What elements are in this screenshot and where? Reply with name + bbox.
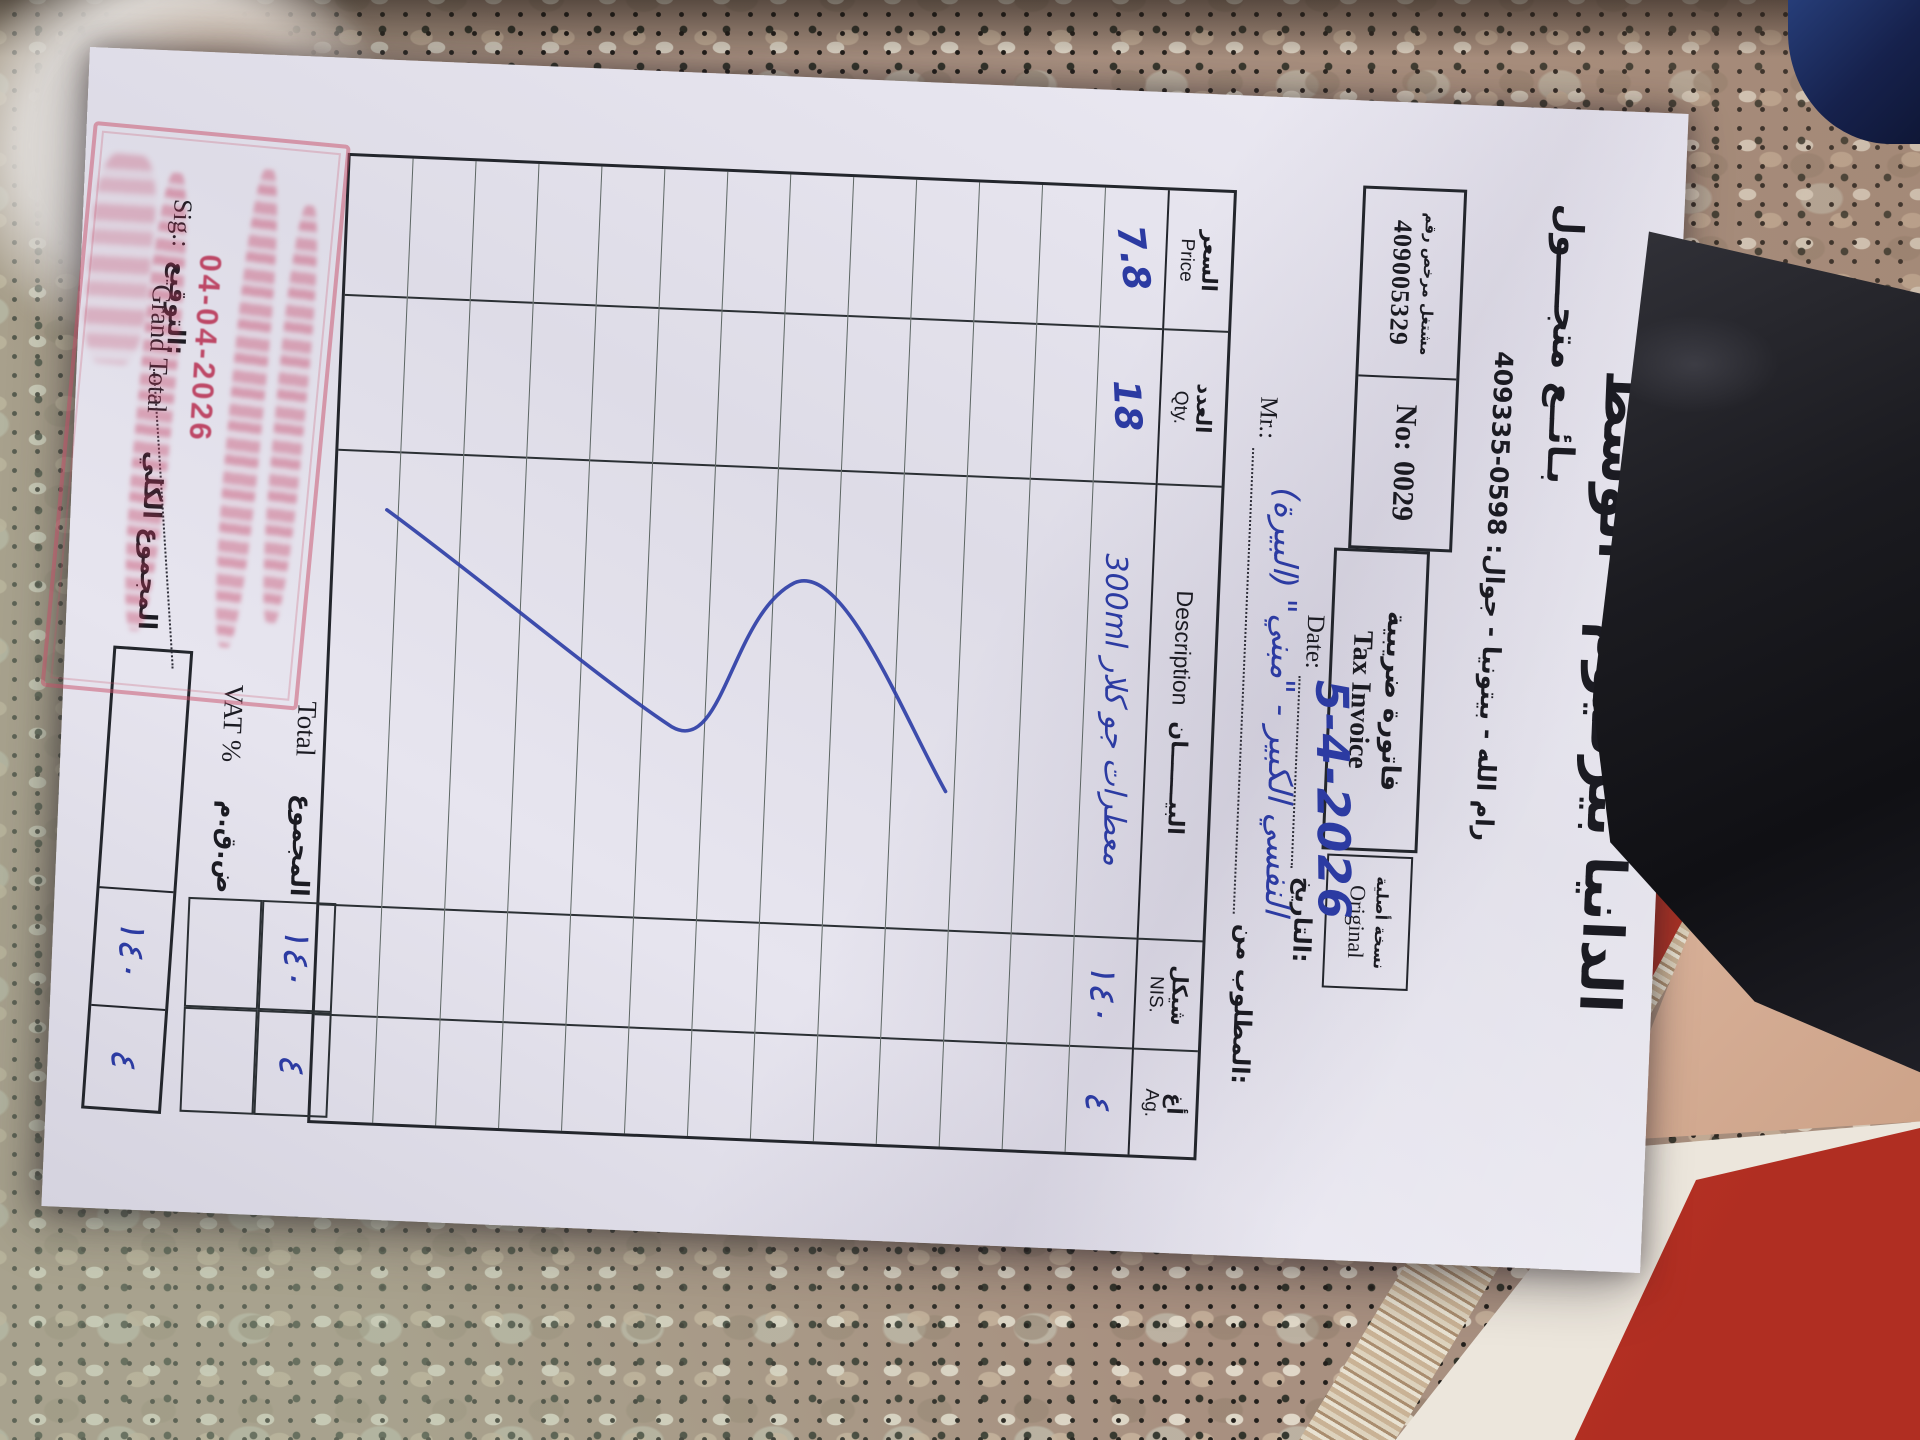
total-label-ar: المجموع <box>285 793 319 898</box>
customer-label-ar: المطلوب من: <box>1225 923 1261 1085</box>
vat-label-ar: ض.ق.م <box>211 799 245 895</box>
item-ag: ٤ <box>1076 1089 1121 1112</box>
copy-arabic: نسخة أصلية <box>1370 876 1393 970</box>
total-ag-value: ٤ <box>270 1053 315 1075</box>
item-qty: 18 <box>1105 378 1151 432</box>
header-ag-en: Ag. <box>1140 1088 1163 1118</box>
handwritten-date: 5-4-2026 <box>1305 679 1361 922</box>
license-cell: مشتغل مرخص رقم 409005329 <box>1358 188 1465 381</box>
grand-total-ag-value: ٤ <box>102 1046 147 1070</box>
header-ag-ar: أغ <box>1162 1092 1188 1116</box>
item-nis: ١٤٠ <box>1080 961 1127 1023</box>
total-ag-cell: ٤ <box>253 1009 332 1118</box>
store-address-phone: رام الله - بيتونيا - جوال: 0598-409335 <box>1468 350 1519 842</box>
header-qty-ar: العدد <box>1191 383 1218 434</box>
header-qty: العدد Qty. <box>1157 330 1229 488</box>
invoice-number-cell: No: 0029 <box>1351 376 1456 549</box>
header-desc-en: Description <box>1167 590 1199 707</box>
header-nis-en: NIS. <box>1144 975 1168 1014</box>
customer-label-en: Mr.: <box>1253 396 1283 440</box>
header-nis: شيكل NIS. <box>1133 939 1203 1053</box>
grand-total-box: ١٤٠ ٤ <box>81 645 194 1114</box>
grand-total-ag-cell: ٤ <box>84 1006 165 1111</box>
doc-type-arabic: فاتورة ضريبية <box>1373 610 1412 792</box>
total-nis-value: ١٤٠ <box>274 925 320 988</box>
license-and-number-box: مشتغل مرخص رقم 409005329 No: 0029 <box>1348 185 1468 553</box>
vat-nis-cell <box>183 896 263 1010</box>
header-desc-ar: البيـــــــان <box>1162 721 1193 836</box>
header-ag: أغ Ag. <box>1130 1050 1198 1158</box>
grand-total-nis-value: ١٤٠ <box>108 917 156 980</box>
item-description: معطرات جو كلار 300ml <box>1096 553 1134 867</box>
red-ink-stamp: 04-04-2026 <box>40 120 351 711</box>
items-table: السعر Price العدد Qty. Description البيـ… <box>307 152 1238 1161</box>
invoice-no-label: No: <box>1388 403 1424 452</box>
item-price: 7.8 <box>1108 222 1160 293</box>
blue-fabric-corner <box>1788 0 1920 144</box>
invoice-no-value: 0029 <box>1385 460 1421 522</box>
total-nis-cell: ١٤٠ <box>257 899 337 1013</box>
tax-invoice-receipt: الدانيا بيرفيوم - الوسط بـائــع متجــــو… <box>40 47 1689 1273</box>
header-qty-en: Qty. <box>1169 390 1193 425</box>
header-price-ar: السعر <box>1197 229 1224 293</box>
header-nis-ar: شيكل <box>1166 964 1193 1027</box>
store-subtitle: بـائــع متجــــول <box>1537 202 1591 486</box>
stamp-date: 04-04-2026 <box>182 253 229 444</box>
vat-ag-cell <box>179 1006 258 1115</box>
header-price-en: Price <box>1175 238 1199 283</box>
grand-total-nis-cell: ١٤٠ <box>91 888 174 1011</box>
license-number: 409005329 <box>1383 219 1418 347</box>
license-label: مشتغل مرخص رقم <box>1416 212 1441 356</box>
header-price: السعر Price <box>1164 190 1234 333</box>
